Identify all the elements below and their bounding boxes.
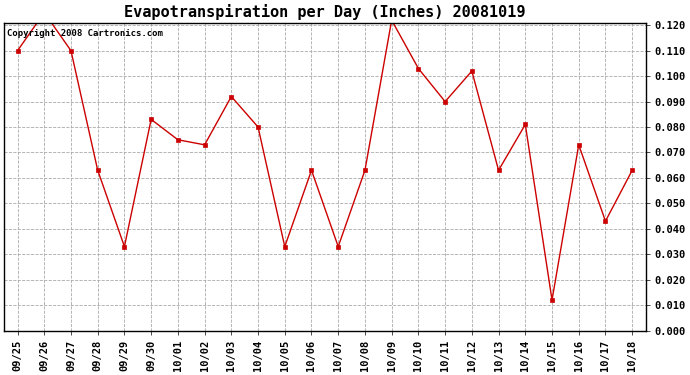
Title: Evapotranspiration per Day (Inches) 20081019: Evapotranspiration per Day (Inches) 2008…	[124, 4, 526, 20]
Text: Copyright 2008 Cartronics.com: Copyright 2008 Cartronics.com	[8, 29, 164, 38]
